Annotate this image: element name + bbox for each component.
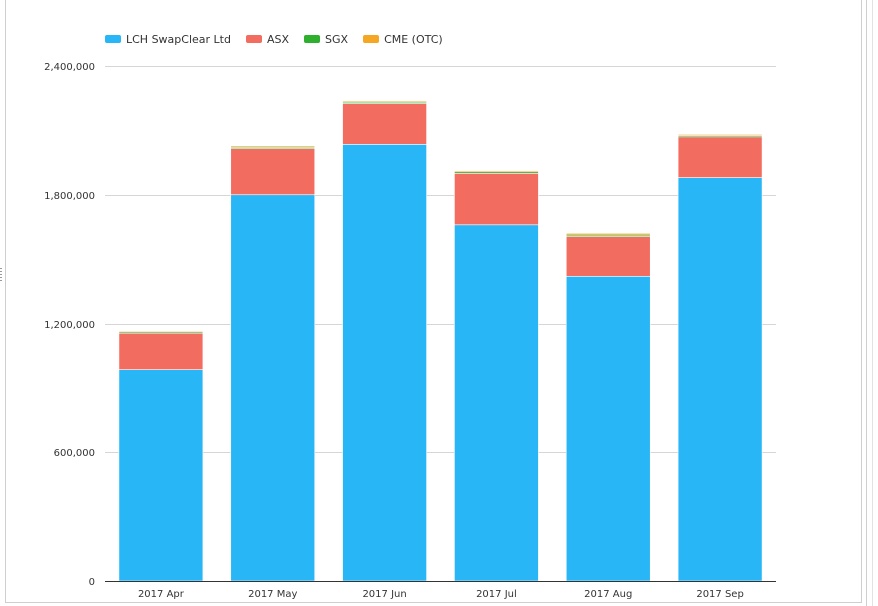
y-tick-label: 600,000 <box>54 448 95 459</box>
bar-cme-otc <box>230 145 316 148</box>
bar-lch-swapclear-ltd <box>342 144 427 582</box>
bar-cme-otc <box>565 233 651 236</box>
legend-item[interactable]: LCH SwapClear Ltd <box>105 33 231 46</box>
resize-handle[interactable] <box>0 268 3 286</box>
panel-divider <box>866 0 867 606</box>
legend-swatch <box>245 35 262 43</box>
legend-item[interactable]: CME (OTC) <box>363 33 443 46</box>
legend-label: LCH SwapClear Ltd <box>126 32 231 46</box>
bar-cme-otc <box>342 100 427 103</box>
bar-asx <box>118 332 204 370</box>
chart-legend: LCH SwapClear Ltd ASX SGX CME (OTC) <box>105 32 458 46</box>
legend-item[interactable]: SGX <box>304 33 348 46</box>
bar-lch-swapclear-ltd <box>677 177 763 582</box>
bar-asx <box>565 236 651 277</box>
y-tick-label: 1,800,000 <box>44 191 95 202</box>
y-tick-label: 0 <box>89 577 95 588</box>
legend-item[interactable]: ASX <box>245 32 290 46</box>
bar-lch-swapclear-ltd <box>565 275 651 582</box>
bar-lch-swapclear-ltd <box>230 194 316 582</box>
x-tick-label: 2017 Sep <box>696 589 743 600</box>
bar-asx <box>454 172 539 226</box>
x-tick-label: 2017 Aug <box>584 589 632 600</box>
x-tick-label: 2017 Jun <box>362 589 406 600</box>
legend-label: ASX <box>266 32 290 46</box>
bar-asx <box>230 148 316 196</box>
legend-swatch <box>105 35 121 43</box>
legend-swatch <box>304 35 321 43</box>
legend-swatch <box>363 35 380 43</box>
bar-asx <box>342 103 427 145</box>
legend-label: SGX <box>325 32 349 46</box>
y-tick-label: 1,200,000 <box>44 320 95 331</box>
bar-cme-otc <box>454 170 539 173</box>
x-tick-label: 2017 Jul <box>476 589 517 600</box>
bar-asx <box>677 136 763 178</box>
legend-label: CME (OTC) <box>384 32 443 46</box>
bar-cme-otc <box>118 330 204 333</box>
x-tick-label: 2017 May <box>248 589 297 600</box>
x-tick-label: 2017 Apr <box>138 589 185 600</box>
bar-lch-swapclear-ltd <box>454 224 539 582</box>
bar-lch-swapclear-ltd <box>118 369 204 582</box>
panel-edge <box>872 0 873 606</box>
bar-cme-otc <box>677 134 763 136</box>
y-tick-label: 2,400,000 <box>44 62 95 73</box>
